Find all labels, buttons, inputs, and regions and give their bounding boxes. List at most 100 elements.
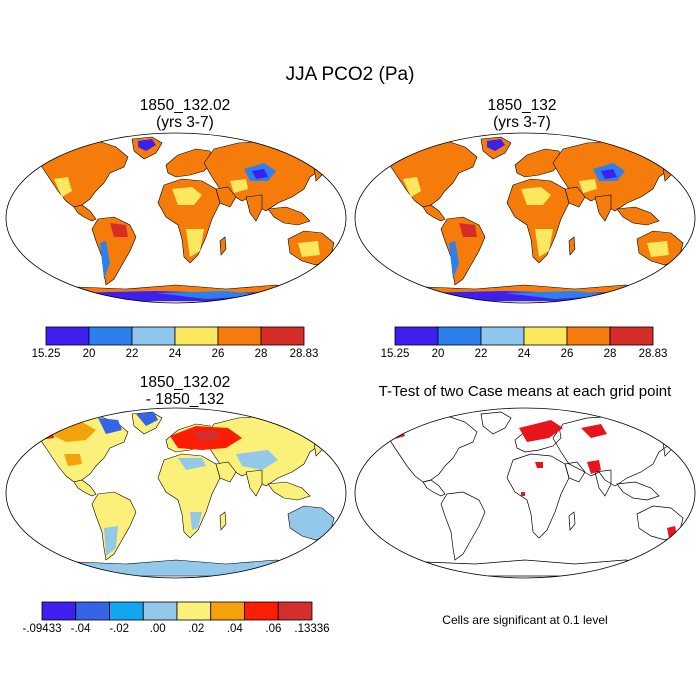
sig-europe [519,420,563,442]
central-asia-yellow [579,179,597,193]
sig-sahara [535,462,543,468]
panel-title-bottom-right: T-Test of two Case means at each grid po… [378,383,672,400]
land-centralAmerica [422,479,446,497]
australia-yellow [647,241,669,257]
colorbar-swatch [523,326,568,346]
land-seasia [267,206,311,226]
antarctica-blue [156,291,266,299]
land-madagascar [219,511,227,531]
land-india [245,194,263,222]
land-greenland [480,411,512,435]
land-centralAmerica [73,204,97,222]
colorbar-label: -.02 [109,623,130,635]
colorbar-swatch [142,601,178,621]
colorbar-swatch [480,326,525,346]
colorbar-top-right [394,326,654,346]
colorbar-swatch [75,601,110,621]
land-northAmerica [384,415,478,483]
colorbar-label: 20 [431,348,445,360]
colorbar-label: 15.25 [31,348,61,360]
land-australia [287,505,335,541]
land-australia [636,505,684,541]
land-newZealand [684,535,694,549]
colorbar-diff [41,601,313,621]
colorbar-swatch [394,326,439,346]
land-antarctica [384,559,686,577]
land-japan [313,437,323,457]
colorbar-swatch [260,326,305,346]
map-boundary [5,132,347,304]
asia-lightblue [236,450,278,470]
land-japan [662,437,672,457]
land-newZealand [684,260,694,274]
land-arabia [215,186,237,208]
colorbar-swatch [437,326,482,346]
sahara-yellow [521,187,551,205]
colorbar-swatch [244,601,279,621]
map-bottom-right [354,407,696,579]
australia-yellow [298,241,320,257]
land-newZealand [335,260,345,274]
land-southAmerica [91,491,137,561]
colorbar-swatch [609,326,654,346]
sahara-lightblue [178,458,206,470]
usa-orange [64,454,82,466]
colorbar-label: 26 [560,348,574,360]
siberia-violet [252,169,268,179]
africa-lightblue [190,512,202,530]
land-india [594,194,612,222]
colorbar-label: 22 [474,348,488,360]
colorbar-top-left [45,326,305,346]
colorbar-swatch [210,601,245,621]
colorbar-label: 24 [517,348,531,360]
southamerica-lightblue [104,526,118,556]
central-asia-yellow [230,179,248,193]
siberia-violet [601,169,617,179]
southafrica-yellow [186,229,204,257]
land-africa [506,178,570,264]
map-boundary [354,407,696,579]
europe-darkred [192,430,220,442]
map-boundary [5,407,347,579]
land-africa [157,453,221,539]
colorbar-swatch [109,601,144,621]
colorbar-swatch [217,326,262,346]
colorbar-swatch [176,601,212,621]
land-arabia [215,461,237,483]
land-northAmerica [384,140,478,208]
eastasia-red [306,424,326,438]
colorbar-swatch [88,326,133,346]
colorbar-label: 26 [211,348,225,360]
amazon-darkred [110,223,128,237]
colorbar-swatch [41,601,77,621]
colorbar-label: .00 [149,623,166,635]
colorbar-swatch [174,326,219,346]
westus-yellow [54,177,72,197]
colorbar-swatch [277,601,313,621]
panel-title-line1: 1850_132 [487,97,557,114]
land-northAmerica [35,140,129,208]
land-india [594,469,612,497]
andes-blue [449,241,459,279]
land-madagascar [219,236,227,256]
sig-eastasia [655,424,673,434]
land-seasia [616,481,660,501]
colorbar-label: -.04 [70,623,91,635]
colorbar-label: 20 [82,348,96,360]
land-india [245,469,263,497]
panel-title-line2: (yrs 3-7) [156,114,214,131]
colorbar-swatch [566,326,611,346]
canada-blue [98,418,122,434]
land-japan [313,162,323,182]
panel-title-bottom-left: 1850_132.02 - 1850_132 [40,374,330,408]
sig-centralasia [587,460,601,474]
map-top-right [354,132,696,304]
panel-title-line1: 1850_132.02 [139,97,231,114]
panel-title-line1: 1850_132.02 [139,374,231,391]
greenland-violet [487,139,505,151]
colorbar-label: .02 [188,623,205,635]
colorbar-label: 24 [168,348,182,360]
colorbar-label: 28.83 [638,348,668,360]
colorbar-label: 28 [254,348,268,360]
land-seasia [267,481,311,501]
